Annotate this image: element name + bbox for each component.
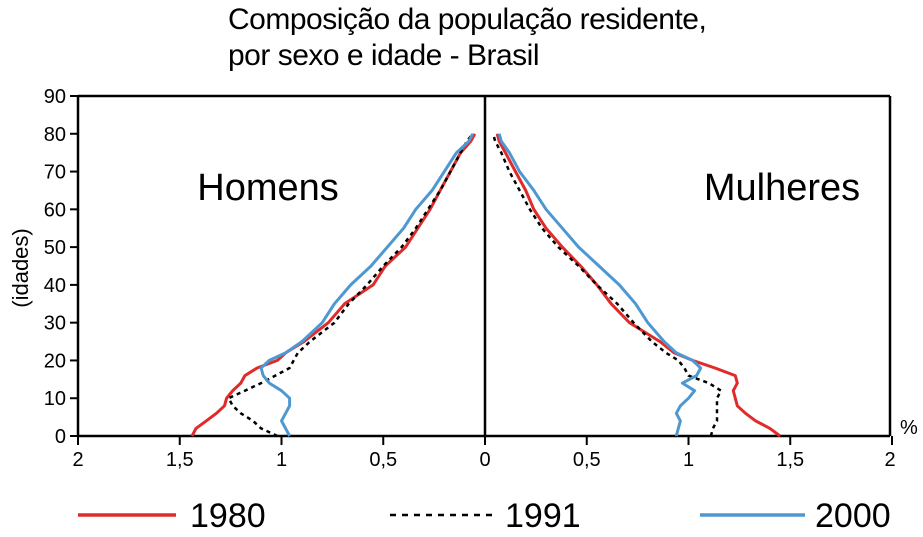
series-line-2000-men xyxy=(259,133,475,437)
panel-label-women: Mulheres xyxy=(704,167,860,209)
x-tick-label: 1 xyxy=(683,449,694,471)
series-line-2000-women xyxy=(497,133,703,437)
y-tick-label: 0 xyxy=(55,426,66,448)
x-unit-label: % xyxy=(900,417,918,439)
legend-label-1991: 1991 xyxy=(505,497,581,535)
y-tick-label: 90 xyxy=(44,86,66,108)
series-line-1980-women xyxy=(495,133,781,438)
x-tick-label: 0 xyxy=(479,449,490,471)
x-tick-label: 2 xyxy=(72,449,83,471)
y-tick-label: 10 xyxy=(44,388,66,410)
legend-label-2000: 2000 xyxy=(815,497,891,535)
y-tick-label: 60 xyxy=(44,199,66,221)
x-tick-label: 1,5 xyxy=(166,449,194,471)
chart-title: Composição da população residente, por s… xyxy=(228,2,707,74)
x-tick-label: 0,5 xyxy=(573,449,601,471)
series-line-1991-women xyxy=(491,133,723,437)
y-tick-label: 50 xyxy=(44,237,66,259)
legend-label-1980: 1980 xyxy=(190,497,266,535)
chart-title-line-2: por sexo e idade - Brasil xyxy=(228,39,540,72)
y-axis-label: (idades) xyxy=(8,228,33,307)
panel-label-men: Homens xyxy=(197,167,339,209)
chart-title-line-1: Composição da população residente, xyxy=(228,3,707,36)
x-tick-label: 2 xyxy=(884,449,895,471)
y-tick-label: 20 xyxy=(44,350,66,372)
x-tick-label: 0,5 xyxy=(369,449,397,471)
y-tick-label: 40 xyxy=(44,275,66,297)
y-tick-label: 80 xyxy=(44,124,66,146)
x-tick-label: 1,5 xyxy=(776,449,804,471)
y-tick-label: 30 xyxy=(44,313,66,335)
y-tick-label: 70 xyxy=(44,162,66,184)
x-tick-label: 1 xyxy=(276,449,287,471)
